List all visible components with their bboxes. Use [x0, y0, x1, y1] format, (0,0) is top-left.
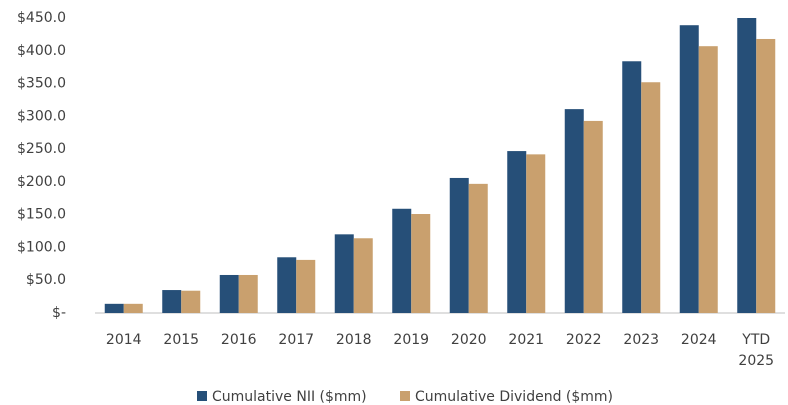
bar [449, 177, 469, 313]
bar [564, 109, 584, 313]
bar [698, 46, 718, 313]
bar [641, 82, 661, 313]
y-tick-label: $400.0 [17, 43, 66, 59]
bar [622, 61, 642, 314]
x-tick-label: 2014 [106, 332, 142, 348]
legend-label: Cumulative NII ($mm) [212, 389, 367, 405]
x-tick-label: 2020 [451, 332, 487, 348]
x-tick-label: 2024 [681, 332, 717, 348]
x-tick-label: 2015 [163, 332, 199, 348]
y-tick-label: $300.0 [17, 108, 66, 124]
legend-label: Cumulative Dividend ($mm) [415, 389, 613, 405]
bar [737, 18, 757, 313]
bar [756, 38, 776, 313]
bar [679, 25, 699, 313]
y-tick-label: $450.0 [17, 10, 66, 26]
bar [507, 151, 527, 313]
x-tick-label: 2019 [393, 332, 429, 348]
x-tick-label: 2016 [221, 332, 257, 348]
bar [334, 234, 354, 313]
y-tick-label: $50.0 [26, 272, 66, 288]
bar [583, 120, 603, 313]
bar [296, 259, 316, 313]
y-tick-label: $250.0 [17, 141, 66, 157]
x-tick-label: 2021 [508, 332, 544, 348]
bar [181, 290, 201, 313]
bar [162, 290, 182, 313]
y-tick-label: $350.0 [17, 76, 66, 92]
bar [392, 208, 412, 313]
y-tick-label: $150.0 [17, 207, 66, 223]
x-tick-label: 2023 [623, 332, 659, 348]
bar [277, 257, 297, 313]
bar [238, 274, 258, 313]
x-tick-label: 2018 [336, 332, 372, 348]
y-tick-label: $200.0 [17, 174, 66, 190]
bar [104, 303, 124, 313]
bar [353, 238, 373, 313]
bar [219, 274, 239, 313]
legend-swatch [197, 391, 207, 401]
x-tick-label: YTD 2025 [738, 332, 774, 369]
bar [411, 214, 431, 313]
y-tick-label: $100.0 [17, 239, 66, 255]
x-tick-label: 2022 [566, 332, 602, 348]
x-tick-label: 2017 [278, 332, 314, 348]
bar [526, 154, 546, 313]
y-tick-label: $- [52, 305, 66, 321]
legend-swatch [400, 391, 410, 401]
bar [123, 303, 143, 313]
bar [468, 183, 488, 313]
